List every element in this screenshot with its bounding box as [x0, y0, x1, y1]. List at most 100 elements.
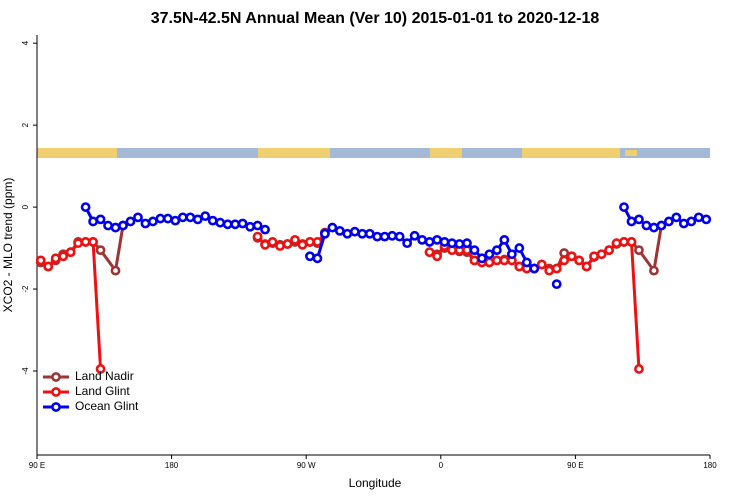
- y-tick-label: -2: [21, 285, 30, 293]
- point: [649, 265, 659, 276]
- point: [364, 228, 375, 239]
- point: [65, 247, 76, 258]
- y-axis-label: XCO2 - MLO trend (ppm): [1, 178, 15, 313]
- point: [551, 263, 562, 274]
- point: [663, 216, 674, 227]
- point: [95, 364, 106, 374]
- point: [439, 237, 450, 247]
- point: [529, 263, 540, 274]
- point: [50, 253, 61, 264]
- point: [589, 251, 599, 262]
- point: [88, 237, 98, 247]
- point: [409, 230, 420, 241]
- point: [170, 215, 181, 226]
- point: [222, 219, 233, 230]
- point: [110, 265, 121, 276]
- point: [95, 214, 106, 225]
- x-tick-label: 0: [439, 461, 444, 470]
- point: [484, 257, 495, 268]
- chart-title: 37.5N-42.5N Annual Mean (Ver 10) 2015-01…: [151, 10, 600, 27]
- point: [447, 238, 457, 249]
- point: [327, 222, 338, 233]
- point: [454, 239, 465, 249]
- point: [275, 241, 285, 251]
- point: [514, 243, 525, 253]
- point: [619, 237, 629, 247]
- point: [701, 214, 712, 225]
- point: [290, 234, 300, 245]
- point: [260, 224, 270, 235]
- point: [140, 218, 151, 229]
- point: [252, 220, 263, 231]
- point: [305, 237, 315, 247]
- point: [35, 255, 46, 266]
- point: [424, 247, 435, 258]
- point: [245, 221, 256, 232]
- point: [230, 219, 241, 230]
- y-tick-label: 2: [21, 122, 30, 127]
- x-tick-label: 90 E: [567, 461, 583, 470]
- point: [634, 364, 644, 374]
- x-axis-label: Longitude: [349, 476, 402, 490]
- point: [162, 213, 173, 224]
- point: [215, 217, 226, 228]
- legend-label: Land Nadir: [75, 369, 134, 383]
- point: [521, 257, 532, 268]
- point: [207, 215, 218, 226]
- point: [656, 220, 667, 231]
- point: [103, 220, 113, 231]
- point: [312, 253, 323, 264]
- point: [424, 237, 435, 247]
- point: [566, 251, 577, 262]
- point: [432, 251, 442, 262]
- point: [155, 213, 166, 224]
- legend-marker: [51, 387, 61, 397]
- point: [334, 225, 345, 236]
- point: [260, 239, 270, 250]
- point: [536, 259, 547, 270]
- point: [671, 212, 682, 223]
- point: [619, 202, 629, 212]
- point: [305, 251, 315, 262]
- point: [432, 234, 442, 245]
- point: [544, 265, 555, 276]
- point: [185, 212, 196, 223]
- point: [499, 255, 510, 266]
- point: [43, 261, 54, 272]
- point: [297, 239, 308, 250]
- point: [604, 245, 614, 256]
- point: [379, 231, 390, 242]
- point: [581, 261, 592, 272]
- point: [200, 211, 211, 222]
- point: [514, 261, 525, 272]
- legend-marker: [51, 372, 61, 382]
- point: [574, 255, 585, 266]
- point: [551, 279, 562, 290]
- point: [491, 255, 502, 266]
- point: [491, 245, 502, 256]
- point: [88, 216, 98, 227]
- point: [237, 218, 248, 229]
- point: [73, 238, 84, 249]
- point: [319, 228, 330, 239]
- point: [148, 216, 158, 227]
- point: [649, 222, 659, 233]
- x-tick-label: 90 E: [29, 461, 45, 470]
- y-tick-label: -4: [21, 367, 30, 375]
- point: [402, 238, 413, 249]
- y-tick-label: 4: [21, 40, 30, 45]
- point: [469, 245, 480, 256]
- point: [282, 239, 293, 249]
- x-tick-label: 90 W: [297, 461, 316, 470]
- point: [312, 237, 323, 247]
- x-tick-label: 180: [703, 461, 717, 470]
- point: [125, 216, 136, 227]
- point: [678, 218, 689, 229]
- point: [559, 255, 570, 266]
- point: [611, 238, 622, 249]
- point: [394, 231, 405, 242]
- point: [95, 245, 106, 256]
- point: [110, 222, 121, 233]
- point: [506, 249, 517, 260]
